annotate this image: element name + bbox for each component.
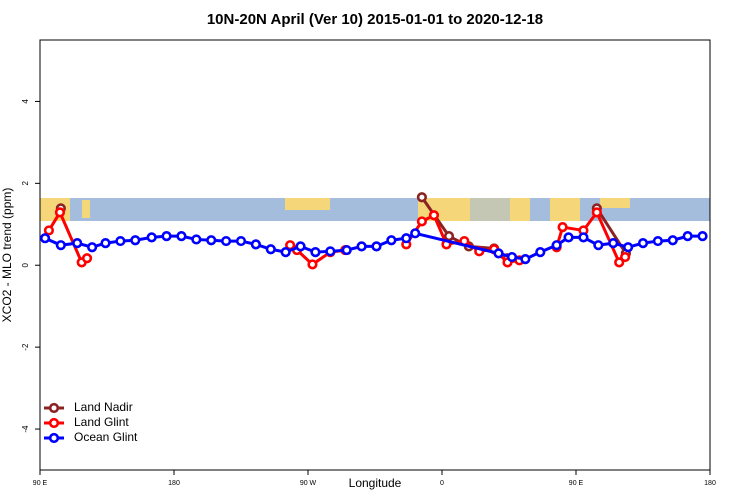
point bbox=[250, 239, 261, 250]
point bbox=[608, 238, 619, 249]
point bbox=[614, 257, 625, 268]
point bbox=[667, 235, 678, 246]
x-tick-label: 0 bbox=[440, 480, 444, 487]
x-tick-label: 180 bbox=[168, 480, 180, 487]
point bbox=[130, 235, 141, 246]
point bbox=[221, 235, 232, 247]
map-strip bbox=[40, 198, 710, 221]
point bbox=[295, 241, 306, 252]
point bbox=[191, 234, 202, 245]
point bbox=[341, 244, 352, 256]
x-axis-label: Longitude bbox=[349, 476, 402, 490]
legend-marker bbox=[48, 402, 60, 414]
point bbox=[81, 253, 93, 264]
legend-marker bbox=[48, 432, 60, 444]
y-tick-label: -2 bbox=[21, 343, 30, 351]
point bbox=[115, 235, 126, 247]
point bbox=[563, 232, 574, 243]
legend-label: Land Glint bbox=[74, 415, 129, 429]
point bbox=[310, 247, 321, 258]
point bbox=[371, 241, 382, 252]
y-tick-label: 0 bbox=[21, 262, 30, 267]
point bbox=[697, 231, 708, 242]
x-tick-label: 90 E bbox=[569, 480, 584, 487]
point bbox=[280, 247, 291, 258]
point bbox=[557, 222, 568, 233]
point bbox=[620, 251, 631, 263]
point bbox=[307, 259, 318, 270]
point bbox=[146, 232, 157, 243]
y-tick-label: -4 bbox=[21, 425, 30, 433]
point bbox=[100, 238, 111, 249]
plot-frame bbox=[39, 39, 711, 471]
point bbox=[428, 210, 440, 221]
point bbox=[593, 240, 604, 251]
y-tick-label: 4 bbox=[21, 99, 30, 104]
point bbox=[578, 232, 589, 243]
point bbox=[206, 235, 217, 246]
point bbox=[682, 231, 693, 242]
point bbox=[493, 248, 504, 259]
point bbox=[386, 235, 397, 246]
point bbox=[235, 235, 247, 247]
point bbox=[72, 238, 83, 249]
point bbox=[356, 241, 367, 252]
point bbox=[551, 240, 562, 251]
point bbox=[176, 231, 187, 242]
point bbox=[637, 238, 649, 249]
legend-marker bbox=[48, 417, 60, 429]
y-axis-label: XCO2 - MLO trend (ppm) bbox=[0, 188, 14, 323]
y-tick-label: 2 bbox=[21, 181, 30, 186]
point bbox=[410, 228, 421, 239]
legend-label: Land Nadir bbox=[74, 400, 133, 414]
point bbox=[161, 231, 172, 242]
point bbox=[535, 247, 546, 258]
point bbox=[39, 233, 51, 244]
point bbox=[416, 192, 428, 203]
point bbox=[416, 216, 428, 227]
point bbox=[520, 253, 531, 265]
point bbox=[443, 231, 455, 242]
point bbox=[87, 242, 98, 253]
point bbox=[623, 242, 634, 253]
chart-title: 10N-20N April (Ver 10) 2015-01-01 to 202… bbox=[207, 11, 543, 28]
point bbox=[506, 251, 518, 263]
point bbox=[325, 246, 336, 257]
x-tick-label: 90 W bbox=[300, 480, 317, 487]
point bbox=[591, 207, 602, 218]
point bbox=[401, 233, 412, 244]
x-tick-label: 90 E bbox=[33, 480, 48, 487]
point bbox=[55, 240, 66, 251]
series bbox=[39, 228, 708, 265]
x-tick-label: 180 bbox=[704, 480, 716, 487]
legend-label: Ocean Glint bbox=[74, 430, 138, 444]
point bbox=[652, 235, 663, 247]
point bbox=[265, 244, 276, 255]
point bbox=[54, 207, 66, 218]
point bbox=[43, 225, 55, 236]
